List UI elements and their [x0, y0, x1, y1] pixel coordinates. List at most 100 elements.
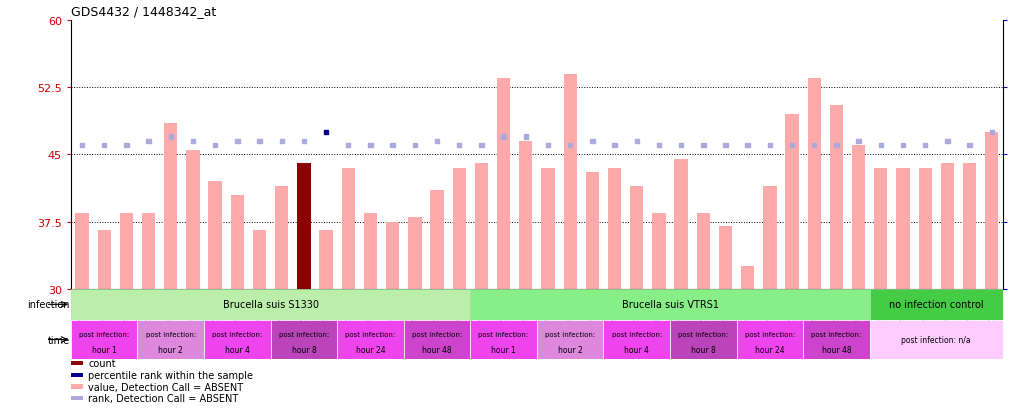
Point [451, 142, 467, 149]
Point [894, 142, 911, 149]
Bar [97, 231, 110, 289]
Point [363, 142, 379, 149]
Point [673, 142, 689, 149]
Text: count: count [88, 358, 115, 368]
Bar [652, 213, 666, 289]
Point [540, 142, 556, 149]
Point [251, 138, 267, 145]
Point [74, 142, 90, 149]
Text: post infection:: post infection: [412, 331, 462, 337]
Text: rank, Detection Call = ABSENT: rank, Detection Call = ABSENT [88, 393, 238, 403]
Text: hour 8: hour 8 [691, 345, 716, 354]
Bar [870, 320, 1003, 359]
Point [518, 134, 534, 140]
Point [650, 142, 667, 149]
Bar [919, 169, 932, 289]
Text: hour 24: hour 24 [755, 345, 785, 354]
Bar [852, 146, 865, 289]
Text: value, Detection Call = ABSENT: value, Detection Call = ABSENT [88, 382, 243, 392]
Bar [497, 79, 511, 289]
Point [96, 142, 112, 149]
Text: hour 4: hour 4 [624, 345, 649, 354]
Text: percentile rank within the sample: percentile rank within the sample [88, 370, 253, 380]
Text: infection: infection [27, 299, 70, 310]
Point [829, 142, 845, 149]
Point [184, 138, 201, 145]
Text: hour 8: hour 8 [292, 345, 316, 354]
Bar [253, 231, 266, 289]
Point [917, 142, 933, 149]
Point [629, 138, 645, 145]
Bar [608, 169, 621, 289]
Bar [519, 141, 533, 289]
Bar [697, 213, 710, 289]
Bar [785, 114, 798, 289]
Point [762, 142, 778, 149]
Text: Brucella suis VTRS1: Brucella suis VTRS1 [622, 299, 718, 310]
Bar [164, 123, 177, 289]
Text: post infection:: post infection: [612, 331, 661, 337]
Bar [431, 191, 444, 289]
Text: hour 2: hour 2 [558, 345, 582, 354]
Point [340, 142, 357, 149]
Text: hour 24: hour 24 [356, 345, 385, 354]
Text: Brucella suis S1330: Brucella suis S1330 [223, 299, 319, 310]
Bar [470, 289, 870, 320]
Bar [138, 320, 204, 359]
Bar [541, 169, 555, 289]
Bar [297, 164, 311, 289]
Bar [71, 289, 470, 320]
Bar [604, 320, 670, 359]
Point [274, 138, 290, 145]
Bar [404, 320, 470, 359]
Text: post infection:: post infection: [745, 331, 795, 337]
Text: post infection:: post infection: [79, 331, 130, 337]
Bar [870, 289, 1003, 320]
Bar [186, 150, 200, 289]
Bar [586, 173, 599, 289]
Bar [719, 226, 732, 289]
Text: GDS4432 / 1448342_at: GDS4432 / 1448342_at [71, 5, 216, 18]
Bar [453, 169, 466, 289]
Point [585, 138, 601, 145]
Point [784, 142, 800, 149]
Point [407, 142, 423, 149]
Point [428, 138, 445, 145]
Text: post infection:: post infection: [146, 331, 196, 337]
Bar [120, 213, 133, 289]
Point [119, 142, 135, 149]
Point [806, 142, 823, 149]
Bar [231, 195, 244, 289]
Bar [675, 159, 688, 289]
Point [607, 142, 623, 149]
Bar [874, 169, 887, 289]
Bar [803, 320, 870, 359]
Point [385, 142, 401, 149]
Bar [897, 169, 910, 289]
Bar [630, 186, 643, 289]
Point [207, 142, 223, 149]
Point [695, 142, 711, 149]
Point [318, 129, 334, 136]
Text: post infection:: post infection: [345, 331, 396, 337]
Point [296, 138, 312, 145]
Point [984, 129, 1000, 136]
Bar [75, 213, 89, 289]
Text: hour 1: hour 1 [491, 345, 516, 354]
Text: post infection: n/a: post infection: n/a [902, 335, 971, 344]
Bar [341, 169, 355, 289]
Point [873, 142, 889, 149]
Text: post infection:: post infection: [545, 331, 596, 337]
Bar [830, 106, 843, 289]
Text: post infection:: post infection: [478, 331, 529, 337]
Point [229, 138, 245, 145]
Text: hour 48: hour 48 [422, 345, 452, 354]
Bar [319, 231, 332, 289]
Bar [142, 213, 155, 289]
Bar [475, 164, 488, 289]
Text: hour 4: hour 4 [225, 345, 250, 354]
Text: time: time [48, 335, 70, 345]
Bar [670, 320, 736, 359]
Text: post infection:: post infection: [811, 331, 862, 337]
Point [717, 142, 733, 149]
